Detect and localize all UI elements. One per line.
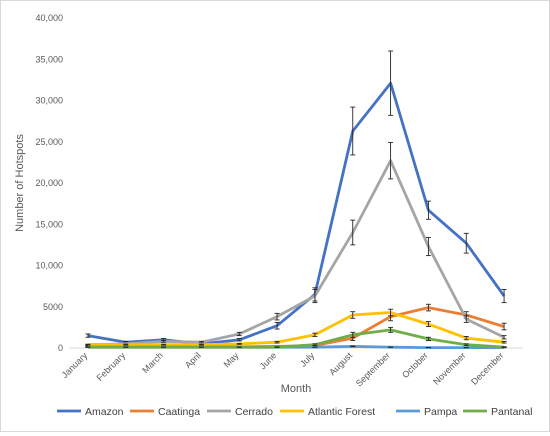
x-tick-label: January: [60, 350, 90, 380]
error-bar: [123, 344, 128, 345]
x-tick-label: May: [222, 350, 241, 369]
y-tick-label: 30,000: [35, 96, 63, 106]
error-bar: [85, 344, 90, 345]
y-tick-label: 5000: [43, 302, 63, 312]
y-tick-label: 35,000: [35, 54, 63, 64]
y-tick-label: 20,000: [35, 178, 63, 188]
legend-label: Amazon: [85, 406, 124, 418]
y-tick-label: 25,000: [35, 137, 63, 147]
error-bar: [161, 344, 166, 345]
error-bar: [502, 347, 507, 348]
legend-label: Atlantic Forest: [308, 406, 375, 418]
y-tick-label: 40,000: [35, 13, 63, 23]
y-axis-title: Number of Hotspots: [14, 134, 26, 232]
legend-label: Pantanal: [491, 406, 532, 418]
x-tick-label: July: [298, 350, 317, 369]
legend-label: Caatinga: [158, 406, 200, 418]
error-bar: [388, 143, 393, 179]
legend: Amazon Caatinga Cerrado Atlantic Forest Pamp…: [57, 406, 532, 418]
x-tick-label: November: [431, 350, 467, 386]
legend-item: Amazon: [57, 406, 124, 418]
series-amazon: [85, 51, 506, 345]
series-cerrado: [85, 143, 506, 346]
y-tick-label: 0: [58, 343, 63, 353]
legend-item: Caatinga: [130, 406, 200, 418]
x-tick-label: September: [354, 350, 392, 388]
y-tick-label: 10,000: [35, 261, 63, 271]
x-tick-label: February: [95, 350, 128, 383]
legend-item: Pantanal: [463, 406, 532, 418]
series-line: [88, 161, 504, 345]
error-bar: [388, 51, 393, 115]
x-tick-label: March: [140, 350, 165, 375]
legend-label: Cerrado: [235, 406, 273, 418]
x-tick-label: June: [258, 350, 279, 371]
x-tick-label: October: [400, 350, 430, 380]
x-axis-title: Month: [281, 383, 312, 395]
error-bar: [350, 220, 355, 245]
legend-label: Pampa: [424, 406, 457, 418]
error-bar: [199, 344, 204, 345]
x-tick-label: December: [469, 350, 505, 386]
legend-item: Pampa: [396, 406, 457, 418]
series-layer: [85, 51, 506, 348]
x-tick-label: August: [327, 350, 354, 377]
legend-item: Cerrado: [207, 406, 273, 418]
y-tick-labels: 0 5000 10,000 15,000 20,000 25,000 30,000 35,00…: [35, 13, 63, 353]
x-tick-label: April: [183, 350, 203, 370]
legend-item: Atlantic Forest: [280, 406, 375, 418]
error-bar: [237, 343, 242, 344]
y-tick-label: 15,000: [35, 219, 63, 229]
